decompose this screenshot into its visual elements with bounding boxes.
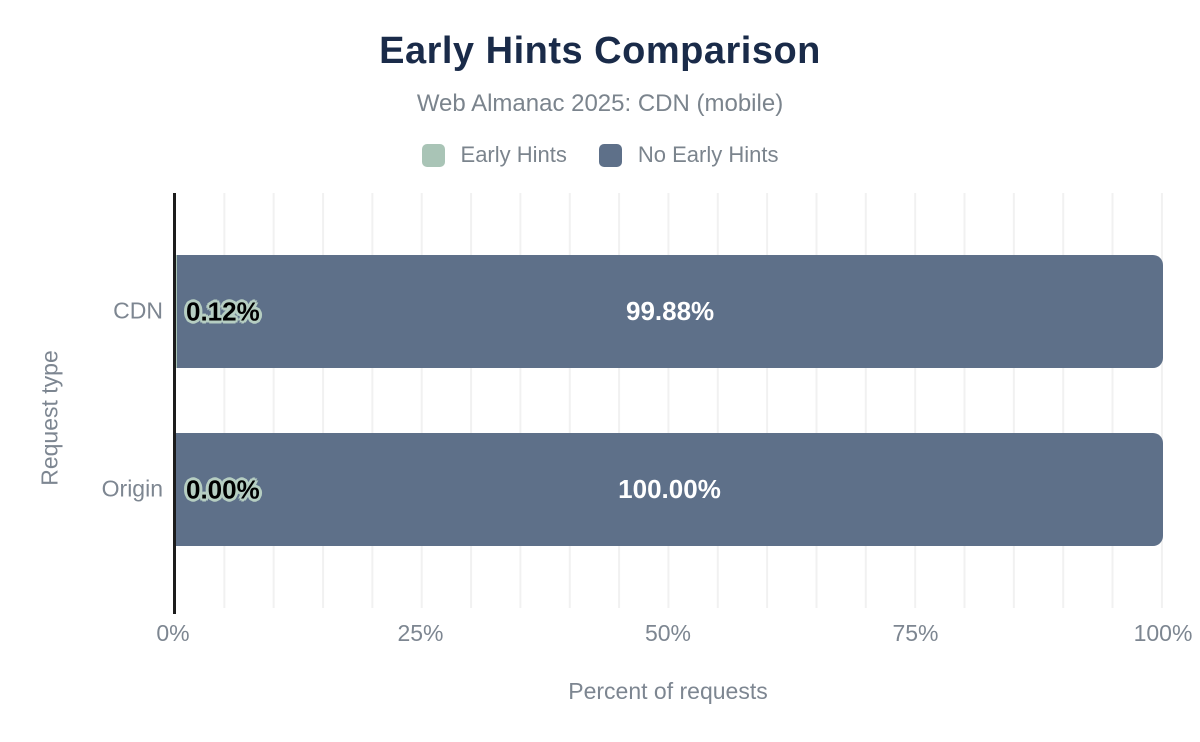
x-axis-title: Percent of requests: [568, 678, 768, 704]
chart-title: Early Hints Comparison: [379, 30, 821, 72]
legend-label: Early Hints: [460, 142, 567, 167]
early-hints-swatch-icon: [421, 143, 445, 167]
x-tick-label: 75%: [892, 620, 939, 646]
x-axis-ticks: 0% 25% 50% 75% 100%: [156, 620, 1192, 648]
y-axis-title: Request type: [36, 350, 63, 486]
bar-segment-no-early-hints-cdn[interactable]: 99.88%: [177, 255, 1163, 368]
plot-area: 99.88% 0.12% 100.00% 0.00%: [173, 193, 1163, 614]
value-label-no-early-hints-origin: 100.00%: [618, 474, 721, 504]
no-early-hints-swatch-icon: [598, 143, 622, 167]
chart-legend: Early Hints No Early Hints: [0, 142, 1200, 168]
x-tick-label: 0%: [156, 620, 190, 646]
legend-item-no-early-hints: No Early Hints: [598, 142, 779, 168]
x-tick-label: 25%: [397, 620, 444, 646]
chart-subtitle: Web Almanac 2025: CDN (mobile): [416, 90, 784, 117]
bar-segment-early-hints-cdn[interactable]: [176, 255, 178, 368]
legend-label: No Early Hints: [637, 142, 779, 167]
bar-segment-no-early-hints-origin[interactable]: 100.00%: [176, 433, 1163, 546]
x-tick-label: 50%: [644, 620, 692, 646]
y-category-label-cdn: CDN: [113, 297, 163, 324]
value-label-early-hints-cdn: 0.12%: [186, 296, 260, 326]
bar-row-cdn: 99.88% 0.12%: [176, 255, 1163, 368]
value-label-early-hints-origin: 0.00%: [186, 474, 260, 504]
y-category-label-origin: Origin: [101, 475, 163, 502]
legend-item-early-hints: Early Hints: [421, 142, 567, 168]
value-label-no-early-hints-cdn: 99.88%: [625, 296, 715, 326]
x-tick-label: 100%: [1133, 620, 1193, 646]
bar-row-origin: 100.00% 0.00%: [176, 433, 1163, 546]
